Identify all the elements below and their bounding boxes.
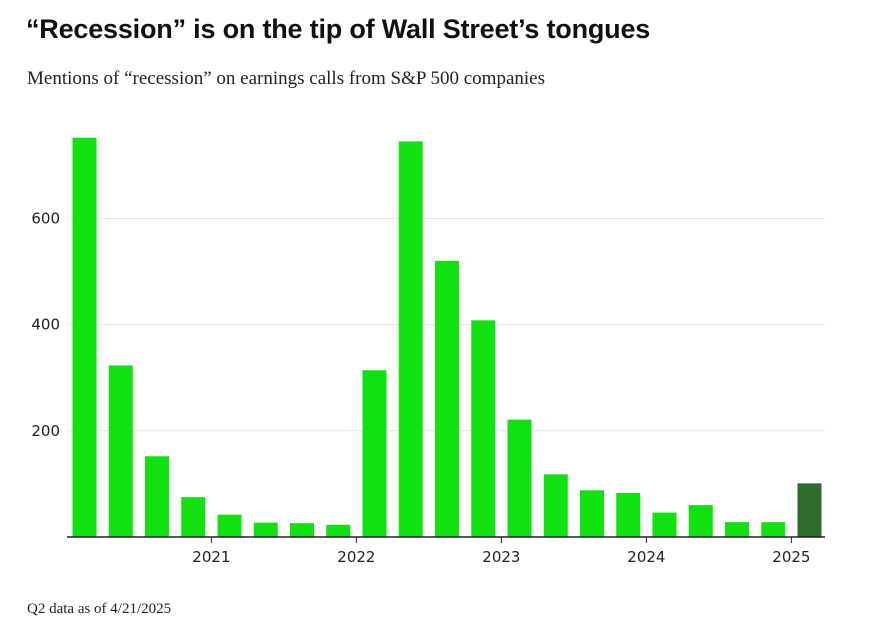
bar-2023-q1 xyxy=(471,320,496,537)
bar-2020-q4 xyxy=(145,456,169,537)
bar-2025-q2 xyxy=(797,483,822,537)
bar-2024-q3 xyxy=(688,505,713,537)
bar-2022-q3 xyxy=(398,141,423,537)
bar-2021-q3 xyxy=(253,522,278,537)
bar-2023-q4 xyxy=(580,490,604,537)
x-tick-label-2021: 2021 xyxy=(192,548,230,566)
y-tick-label-600: 600 xyxy=(31,209,60,227)
x-tick-label-2025: 2025 xyxy=(772,548,810,566)
bar-2024-q1 xyxy=(616,492,641,537)
x-tick-label-2022: 2022 xyxy=(337,548,375,566)
bar-2023-q2 xyxy=(507,419,532,537)
bar-2022-q1 xyxy=(326,524,351,537)
y-tick-label-400: 400 xyxy=(31,316,60,334)
footnote: Q2 data as of 4/21/2025 xyxy=(27,601,172,617)
chart-subtitle: Mentions of “recession” on earnings call… xyxy=(27,68,545,89)
axes: 200 400 600 2021 2022 2023 2024 2025 xyxy=(31,209,825,566)
bars xyxy=(72,137,822,538)
bar-2024-q2 xyxy=(652,512,677,537)
bar-2021-q2 xyxy=(217,514,242,537)
chart-title: “Recession” is on the tip of Wall Street… xyxy=(26,14,651,44)
bar-2021-q4 xyxy=(290,523,314,537)
bar-2022-q4 xyxy=(435,260,459,537)
bar-2020-q2 xyxy=(72,137,97,538)
x-tick-label-2023: 2023 xyxy=(482,548,520,566)
y-tick-label-200: 200 xyxy=(31,422,60,440)
bar-2024-q4 xyxy=(725,522,749,537)
bar-2023-q3 xyxy=(543,474,568,537)
x-tick-label-2024: 2024 xyxy=(627,548,665,566)
bar-2025-q1 xyxy=(761,522,786,537)
bar-2021-q1 xyxy=(181,497,206,537)
bar-2022-q2 xyxy=(362,370,387,537)
bar-2020-q3 xyxy=(108,365,133,537)
